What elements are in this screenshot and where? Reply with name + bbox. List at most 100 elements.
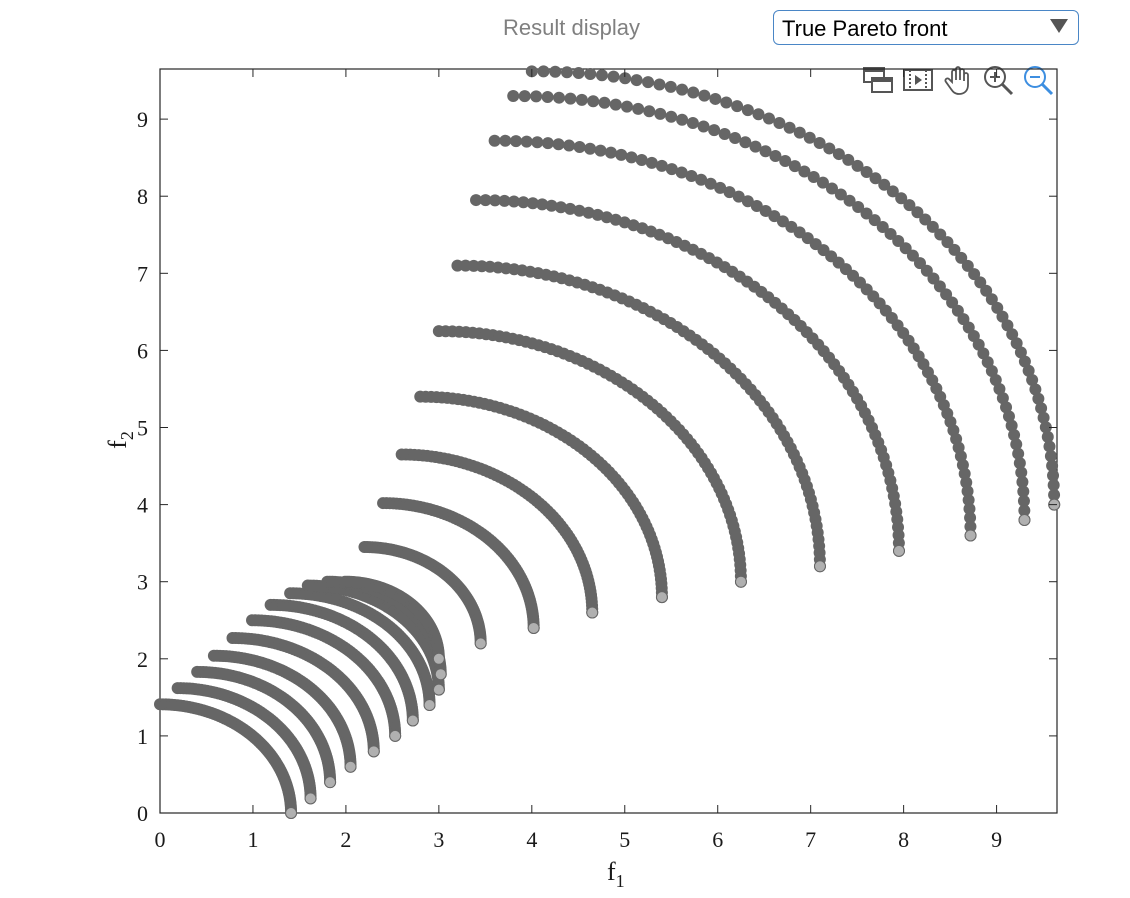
data-point (1018, 355, 1031, 368)
copy-figure-icon[interactable] (860, 62, 896, 98)
data-point (607, 70, 620, 83)
data-point (1008, 428, 1021, 441)
data-point (860, 165, 873, 178)
pareto-curve-11 (338, 575, 445, 665)
endpoint-marker (734, 575, 747, 588)
data-point (591, 208, 604, 221)
data-point (714, 181, 727, 194)
data-point (750, 200, 763, 213)
axes-box (159, 68, 1058, 814)
dropdown-selected-value: True Pareto front (782, 16, 948, 41)
x-tick-label: 1 (247, 827, 258, 852)
data-point (554, 201, 567, 214)
pareto-curve-4 (207, 649, 357, 773)
endpoint-marker (527, 621, 540, 634)
endpoint-marker (432, 683, 445, 696)
endpoint-marker (474, 637, 487, 650)
data-point (598, 96, 611, 109)
data-point (816, 176, 829, 189)
data-point (884, 227, 897, 240)
data-point (798, 165, 811, 178)
y-tick-label: 5 (137, 416, 148, 441)
data-point (962, 494, 975, 507)
pareto-curve-19 (488, 134, 977, 542)
pareto-curve-3 (191, 665, 337, 789)
data-point (749, 140, 762, 153)
svg-text:f2: f2 (103, 431, 137, 449)
data-point (985, 365, 998, 378)
data-point (604, 146, 617, 159)
pareto-curve-20 (507, 89, 1031, 527)
data-point (541, 137, 554, 150)
zoom-in-icon[interactable] (980, 62, 1016, 98)
data-point (1032, 392, 1045, 405)
data-point (1018, 504, 1031, 517)
data-point (1001, 319, 1014, 332)
endpoint-marker (344, 760, 357, 773)
ticks-layer: 0 1 2 3 4 5 6 7 8 9 0 1 2 3 4 5 6 7 8 9 (137, 69, 1057, 852)
data-point (625, 151, 638, 164)
pareto-curve-2 (171, 682, 317, 805)
x-tick-label: 6 (712, 827, 723, 852)
data-point (1035, 402, 1048, 415)
data-point (518, 90, 531, 103)
endpoint-marker (892, 544, 905, 557)
data-point (807, 170, 820, 183)
endpoint-marker (423, 699, 436, 712)
data-point (832, 148, 845, 161)
data-point (620, 100, 633, 113)
y-tick-label: 1 (137, 724, 148, 749)
data-point (545, 199, 558, 212)
chevron-down-icon[interactable] (1050, 19, 1068, 33)
data-point (964, 520, 977, 533)
data-point (1012, 447, 1025, 460)
endpoint-marker (285, 807, 298, 819)
data-point (989, 373, 1002, 386)
x-tick-label: 9 (991, 827, 1002, 852)
data-point (517, 196, 530, 209)
data-point (869, 172, 882, 185)
pareto-curve-6 (246, 614, 402, 742)
data-point (584, 142, 597, 155)
data-point (1014, 346, 1027, 359)
data-point (960, 476, 973, 489)
data-point (1046, 459, 1059, 472)
data-point (1015, 466, 1028, 479)
endpoint-marker (964, 529, 977, 542)
data-point (913, 257, 926, 270)
data-point (630, 74, 643, 87)
x-tick-label: 0 (155, 827, 166, 852)
data-point (695, 173, 708, 186)
pareto-curve-12 (358, 541, 487, 650)
x-tick-label: 3 (433, 827, 444, 852)
data-point (723, 186, 736, 199)
data-point (741, 104, 754, 117)
data-point (934, 228, 947, 241)
data-point (676, 83, 689, 96)
data-point (1017, 485, 1030, 498)
endpoint-marker (434, 668, 447, 681)
data-point (1013, 457, 1026, 470)
pareto-curve-15 (414, 390, 668, 604)
data-point (595, 69, 608, 82)
pareto-curve-16 (432, 325, 747, 588)
data-point (823, 142, 836, 155)
endpoint-marker (389, 729, 402, 742)
data-point (632, 102, 645, 115)
data-point (980, 284, 993, 297)
y-tick-label: 3 (137, 570, 148, 595)
zoom-out-icon[interactable] (1020, 62, 1056, 98)
data-point (675, 166, 688, 179)
data-point (759, 204, 772, 217)
data-point (1022, 364, 1035, 377)
data-point (600, 211, 613, 224)
data-point (575, 93, 588, 106)
result-display-dropdown[interactable]: True Pareto front (773, 10, 1079, 45)
data-point (687, 86, 700, 99)
export-icon[interactable] (900, 62, 936, 98)
y-tick-label: 6 (137, 338, 148, 363)
data-point (993, 382, 1006, 395)
axes-toolbar (860, 62, 1056, 98)
data-point (895, 192, 908, 205)
